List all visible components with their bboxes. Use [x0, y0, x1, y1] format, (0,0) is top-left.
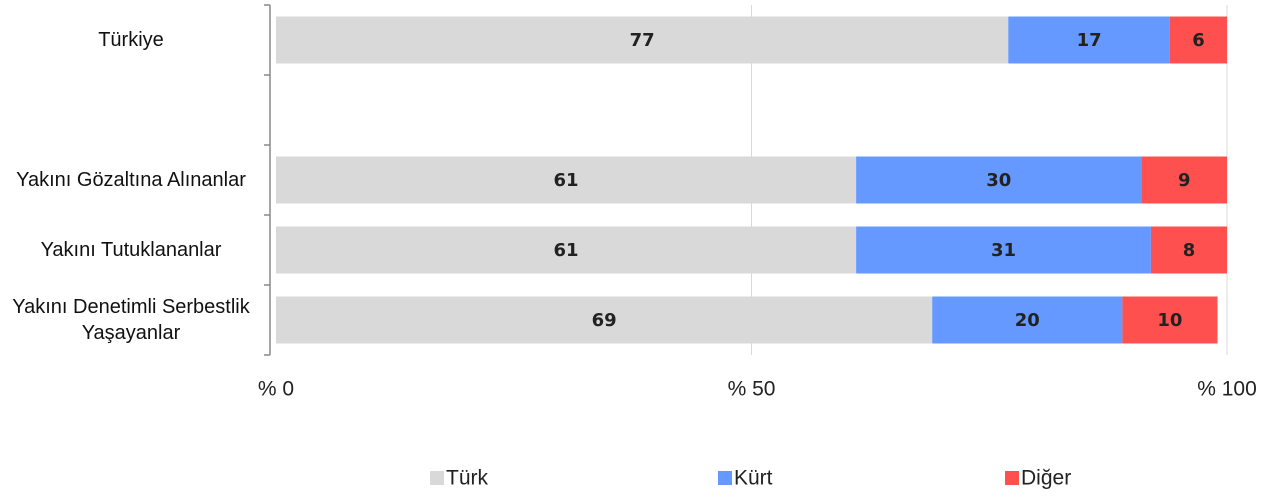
data-label: 8: [1183, 240, 1196, 261]
data-label: 10: [1157, 310, 1182, 331]
x-tick-label: % 50: [728, 378, 776, 401]
legend-swatch: [718, 471, 732, 485]
y-tick-label: Yakını Denetimli Serbestlik Yaşayanlar: [12, 296, 250, 344]
data-label: 61: [554, 240, 579, 261]
bar-segment: [1008, 16, 1170, 64]
data-label: 20: [1015, 310, 1040, 331]
legend-swatch: [430, 471, 444, 485]
data-label: 6: [1192, 30, 1205, 51]
bar-segment: [1169, 16, 1227, 64]
bar-segment: [856, 156, 1142, 204]
data-label: 30: [986, 170, 1011, 191]
bar-segment: [1122, 296, 1218, 344]
y-tick-label: Yakını Tutuklananlar: [40, 239, 222, 261]
data-label: 9: [1178, 170, 1191, 191]
legend-swatch: [1005, 471, 1019, 485]
data-label: 61: [554, 170, 579, 191]
bar-segment: [856, 226, 1151, 274]
data-label: 69: [592, 310, 617, 331]
bar-segment: [276, 226, 857, 274]
legend-label: Türk: [446, 467, 489, 490]
bar-segment: [276, 156, 857, 204]
x-tick-label: % 0: [258, 378, 294, 401]
bar-segment: [1141, 156, 1227, 204]
data-label: 31: [991, 240, 1016, 261]
y-tick-label: Türkiye: [98, 29, 164, 51]
bar-segment: [932, 296, 1123, 344]
data-label: 17: [1077, 30, 1102, 51]
x-tick-label: % 100: [1197, 378, 1257, 401]
bar-segment: [276, 296, 933, 344]
y-tick-label: Yakını Gözaltına Alınanlar: [16, 169, 246, 191]
data-label: 77: [630, 30, 655, 51]
legend-label: Kürt: [734, 467, 773, 490]
bar-segment: [1150, 226, 1227, 274]
legend-label: Diğer: [1021, 467, 1071, 490]
bar-segment: [276, 16, 1009, 64]
